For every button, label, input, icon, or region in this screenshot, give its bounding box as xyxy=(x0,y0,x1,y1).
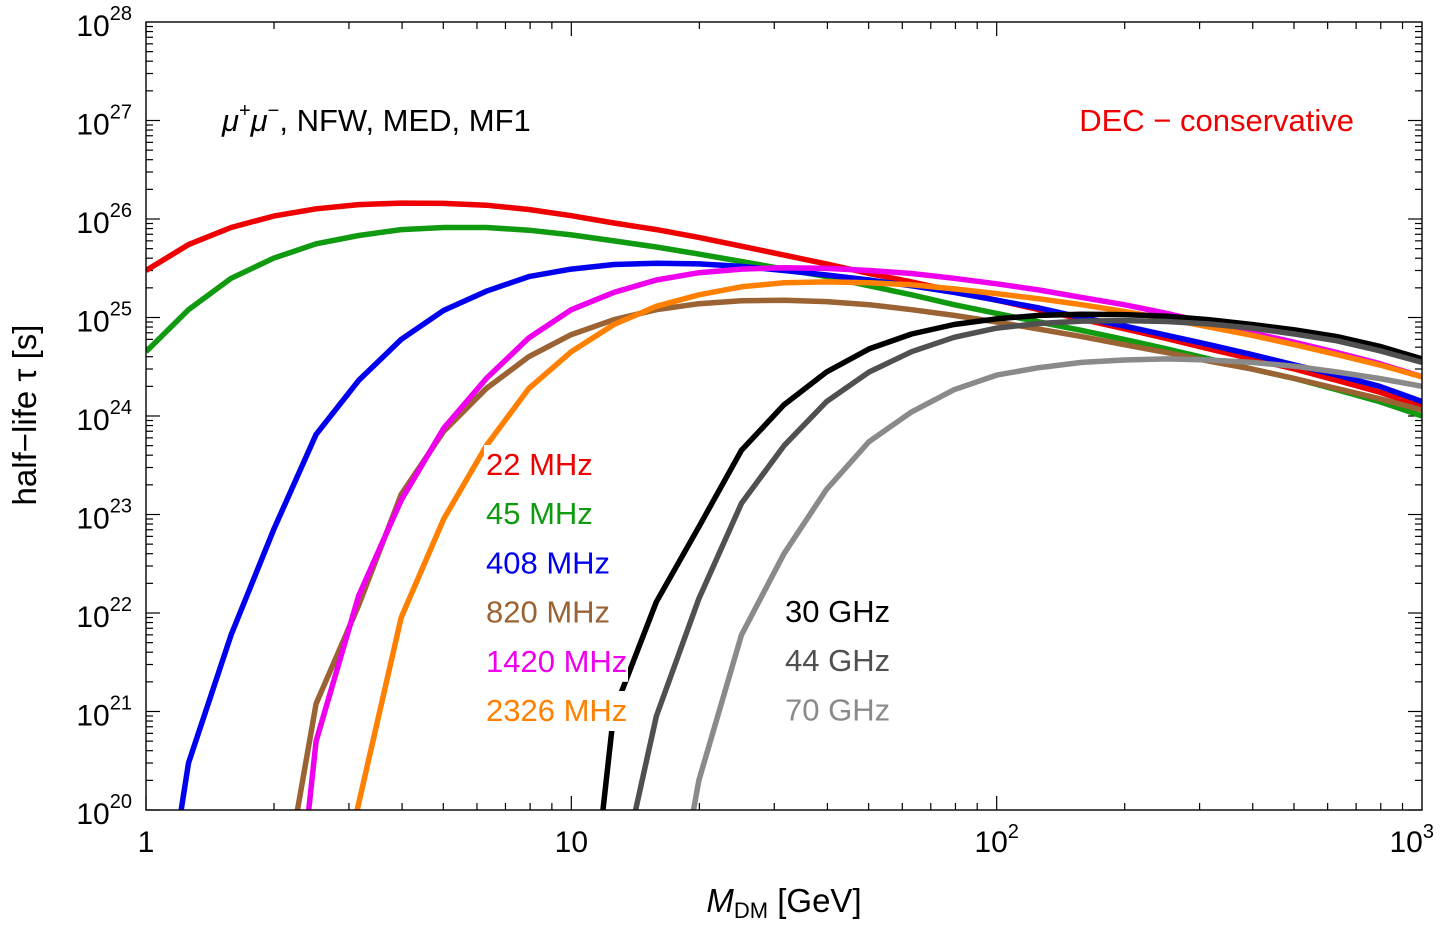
y-tick-label: 1023 xyxy=(76,496,132,536)
series-line-6 xyxy=(600,311,1422,810)
x-tick-labels: 1 10 102 103 xyxy=(138,821,1434,859)
legend-bg xyxy=(484,691,628,731)
plot-frame xyxy=(145,21,1423,811)
y-tick-label: 1027 xyxy=(76,102,132,142)
series-line-3 xyxy=(294,297,1422,810)
series-lines xyxy=(146,200,1422,810)
y-tick-label: 1024 xyxy=(76,397,132,437)
legend: 22 MHz 45 MHz 408 MHz 820 MHz 1420 MHz 2326 M… xyxy=(484,445,892,731)
legend-bg xyxy=(484,543,611,584)
legend-entry-7: 44 GHz xyxy=(785,643,890,678)
x-axis-title: MDM [GeV] xyxy=(706,882,861,923)
channel-annotation: μ+μ−, NFW, MED, MF1 xyxy=(221,100,531,138)
x-tick-label: 103 xyxy=(1390,821,1435,859)
legend-entry-4: 1420 MHz xyxy=(486,644,627,679)
legend-entry-5: 2326 MHz xyxy=(486,693,627,728)
legend-bg xyxy=(783,641,892,682)
y-tick-label: 1025 xyxy=(76,299,132,339)
legend-entry-6: 30 GHz xyxy=(785,594,890,629)
legend-bg xyxy=(783,690,892,731)
legend-entry-1: 45 MHz xyxy=(486,496,593,531)
y-tick-label: 1026 xyxy=(76,200,132,240)
y-tick-labels: 1020 1021 1022 1023 1024 1025 1026 1027 1028 xyxy=(76,3,132,831)
series-line-5 xyxy=(354,279,1422,810)
y-tick-label: 1021 xyxy=(76,693,132,733)
legend-entry-3: 820 MHz xyxy=(486,595,610,630)
series-line-7 xyxy=(632,317,1422,810)
series-line-2 xyxy=(178,260,1422,810)
legend-bg xyxy=(484,641,628,682)
legend-bg xyxy=(484,592,611,633)
series-line-8 xyxy=(690,356,1422,810)
x-tick-label: 102 xyxy=(974,821,1019,859)
legend-bg xyxy=(484,445,593,485)
series-line-0 xyxy=(146,200,1422,410)
legend-entry-8: 70 GHz xyxy=(785,692,890,727)
legend-entry-0: 22 MHz xyxy=(486,447,593,482)
legend-entry-2: 408 MHz xyxy=(486,545,610,580)
x-tick-label: 1 xyxy=(138,826,155,859)
x-tick-label: 10 xyxy=(555,826,588,859)
legend-bg xyxy=(783,592,892,632)
y-tick-label: 1022 xyxy=(76,594,132,634)
y-tick-label: 1020 xyxy=(76,791,132,831)
y-axis-title: half−life τ [s] xyxy=(6,325,43,506)
method-annotation: DEC − conservative xyxy=(1079,103,1354,138)
legend-bg xyxy=(484,494,593,535)
y-tick-label: 1028 xyxy=(76,3,132,43)
